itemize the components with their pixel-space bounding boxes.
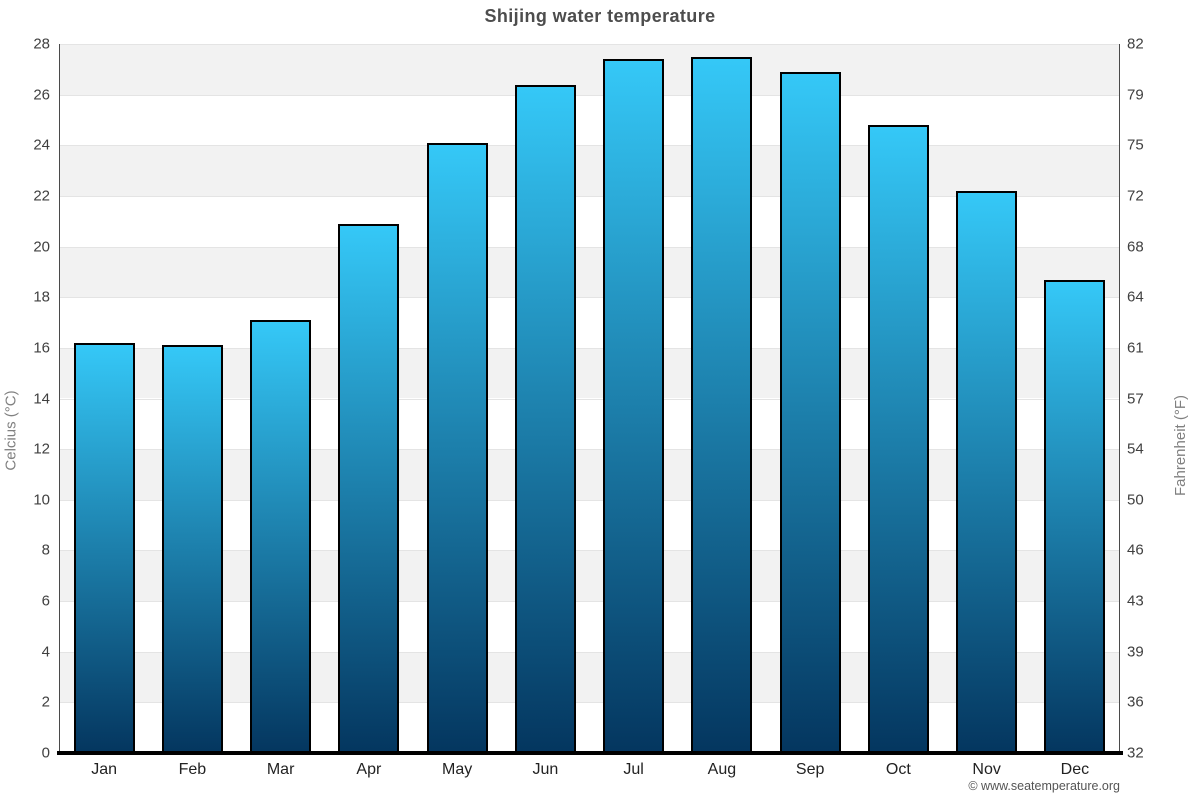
y-tick-left: 22 [33, 187, 50, 205]
x-tick-oct: Oct [885, 761, 911, 778]
gridline [60, 651, 1119, 653]
y-tick-right: 64 [1127, 288, 1144, 306]
grid-band [60, 246, 1119, 298]
grid-band [60, 398, 1119, 450]
x-tick-jul: Jul [623, 761, 644, 778]
bar-jul [603, 59, 665, 753]
gridline [60, 297, 1119, 299]
plot-area [60, 44, 1119, 753]
y-tick-right: 68 [1127, 238, 1144, 256]
y-tick-left: 18 [33, 288, 50, 306]
chart-title: Shijing water temperature [484, 6, 716, 26]
y-axis-label-fahrenheit: Fahrenheit (°F) [1172, 394, 1190, 497]
gridline [60, 702, 1119, 704]
gridline [60, 499, 1119, 501]
y-tick-right: 32 [1127, 744, 1144, 762]
x-tick-mar: Mar [266, 761, 295, 778]
bar-aug [691, 56, 753, 753]
x-tick-jan: Jan [91, 761, 118, 778]
y-tick-left: 12 [33, 440, 50, 458]
bar-dec [1044, 279, 1106, 753]
gridline [60, 398, 1119, 400]
grid-band [60, 702, 1119, 753]
x-tick-nov: Nov [972, 761, 1001, 778]
y-tick-left: 8 [41, 541, 50, 559]
y-tick-left: 16 [33, 339, 50, 357]
y-tick-right: 36 [1127, 693, 1144, 711]
y-tick-right: 75 [1127, 136, 1144, 154]
bar-may [426, 142, 488, 753]
x-tick-dec: Dec [1060, 761, 1090, 778]
grid-band [60, 449, 1119, 500]
grid-band [60, 347, 1119, 399]
y-tick-left: 24 [33, 136, 50, 154]
gridline [60, 550, 1119, 552]
grid-band [60, 297, 1119, 348]
grid-band [60, 550, 1119, 602]
gridline [60, 601, 1119, 603]
y-tick-right: 61 [1127, 339, 1144, 357]
grid-band [60, 499, 1119, 551]
bar-sep [779, 71, 841, 753]
grid-band [60, 651, 1119, 703]
x-tick-feb: Feb [178, 761, 207, 778]
y-tick-right: 82 [1127, 35, 1144, 53]
y-axis-line-left [59, 44, 60, 753]
grid-band [60, 44, 1119, 95]
grid-band [60, 195, 1119, 247]
y-tick-right: 46 [1127, 541, 1144, 559]
bar-feb [161, 345, 223, 753]
y-tick-left: 0 [41, 744, 50, 762]
y-tick-left: 26 [33, 86, 50, 104]
gridline [60, 449, 1119, 451]
y-tick-right: 50 [1127, 491, 1144, 509]
y-tick-left: 20 [33, 238, 50, 256]
bar-mar [250, 320, 312, 753]
y-tick-left: 2 [41, 693, 50, 711]
y-tick-left: 14 [33, 390, 50, 407]
y-tick-right: 54 [1127, 440, 1144, 458]
y-tick-right: 43 [1127, 592, 1144, 610]
y-tick-right: 57 [1127, 390, 1144, 407]
copyright-text: © www.seatemperature.org [968, 779, 1120, 793]
gridline [60, 246, 1119, 248]
bar-nov [956, 190, 1018, 753]
y-tick-left: 10 [33, 491, 50, 509]
x-tick-jun: Jun [532, 761, 559, 778]
y-tick-left: 28 [33, 35, 50, 53]
y-tick-left: 4 [41, 643, 50, 661]
y-tick-right: 79 [1127, 86, 1144, 104]
gridline [60, 44, 1119, 45]
y-tick-right: 39 [1127, 643, 1144, 661]
x-axis-line [57, 751, 1123, 755]
gridline [60, 195, 1119, 197]
bar-oct [867, 125, 929, 753]
bar-jan [73, 342, 135, 753]
bar-jun [514, 84, 576, 753]
gridline [60, 94, 1119, 96]
x-tick-apr: Apr [356, 761, 382, 778]
x-tick-aug: Aug [707, 761, 737, 778]
bar-apr [338, 223, 400, 753]
gridline [60, 347, 1119, 349]
grid-band [60, 601, 1119, 652]
gridline [60, 145, 1119, 147]
grid-band [60, 94, 1119, 146]
y-tick-right: 72 [1127, 187, 1144, 205]
x-tick-may: May [442, 761, 473, 778]
x-tick-sep: Sep [795, 761, 825, 778]
y-tick-left: 6 [41, 592, 50, 610]
y-axis-line-right [1119, 44, 1120, 753]
grid-band [60, 145, 1119, 196]
